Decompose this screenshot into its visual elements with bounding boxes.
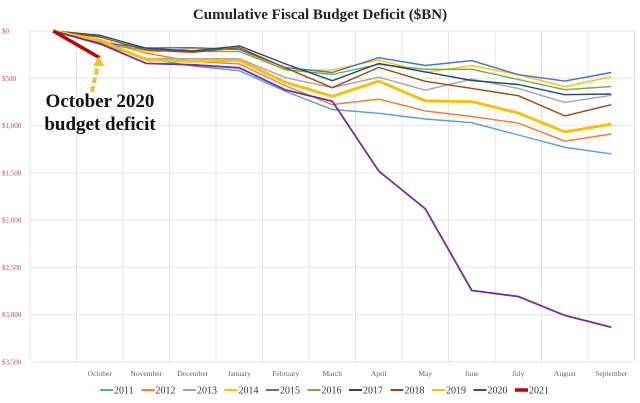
annotation: October 2020 budget deficit bbox=[44, 56, 156, 135]
legend-label-2012: 2012 bbox=[156, 386, 176, 397]
series-line-2021 bbox=[52, 29, 101, 60]
y-tick-label: $1,500 bbox=[2, 169, 22, 177]
plot-area bbox=[29, 30, 635, 363]
legend-label-2021: 2021 bbox=[529, 386, 549, 397]
annotation-arrow-head bbox=[93, 56, 104, 66]
legend: 2011 2012 2013 2014 2015 2016 2017 2018 2019 2020… bbox=[100, 386, 549, 397]
x-tick-label: August bbox=[554, 369, 577, 378]
legend-label-2018: 2018 bbox=[405, 386, 425, 397]
series-line-2020 bbox=[53, 30, 612, 329]
legend-label-2015: 2015 bbox=[280, 386, 300, 397]
series-line-2018 bbox=[53, 30, 612, 117]
series-line-2019 bbox=[52, 29, 612, 134]
x-tick-label: December bbox=[177, 369, 208, 378]
series-lines bbox=[52, 29, 612, 329]
x-tick-label: April bbox=[371, 369, 387, 378]
legend-label-2014: 2014 bbox=[239, 386, 259, 397]
legend-label-2016: 2016 bbox=[322, 386, 342, 397]
x-tick-label: November bbox=[130, 369, 162, 378]
legend-label-2020: 2020 bbox=[488, 386, 508, 397]
series-line-2012 bbox=[53, 30, 612, 142]
grid bbox=[29, 30, 635, 363]
x-tick-label: March bbox=[322, 369, 342, 378]
y-tick-label: $3,000 bbox=[2, 311, 22, 319]
annotation-line-2: budget deficit bbox=[44, 114, 156, 135]
x-tick-label: January bbox=[228, 369, 252, 378]
y-axis: $0 $500 $1,000 $1,500 $2,000 $2,500 $3,000 $3,5… bbox=[2, 28, 22, 367]
legend-label-2019: 2019 bbox=[446, 386, 466, 397]
x-tick-label: February bbox=[272, 369, 299, 378]
x-tick-label: September bbox=[595, 369, 628, 378]
x-axis: October November December January February Ma… bbox=[88, 369, 628, 378]
y-tick-label: $3,500 bbox=[2, 359, 22, 367]
x-tick-label: October bbox=[88, 369, 113, 378]
chart-title: Cumulative Fiscal Budget Deficit ($BN) bbox=[193, 7, 447, 23]
y-tick-label: $500 bbox=[2, 75, 17, 83]
annotation-arrow bbox=[90, 63, 100, 93]
legend-label-2017: 2017 bbox=[363, 386, 383, 397]
x-tick-label: July bbox=[512, 369, 525, 378]
y-tick-label: $0 bbox=[2, 28, 10, 36]
y-tick-label: $2,500 bbox=[2, 264, 22, 272]
x-tick-label: May bbox=[418, 369, 432, 378]
legend-label-2011: 2011 bbox=[114, 386, 134, 397]
x-tick-label: June bbox=[465, 369, 479, 378]
y-tick-label: $2,000 bbox=[2, 217, 22, 225]
legend-label-2013: 2013 bbox=[197, 386, 217, 397]
series-line-2017 bbox=[53, 30, 612, 96]
annotation-line-1: October 2020 bbox=[46, 91, 155, 112]
y-tick-label: $1,000 bbox=[2, 122, 22, 130]
